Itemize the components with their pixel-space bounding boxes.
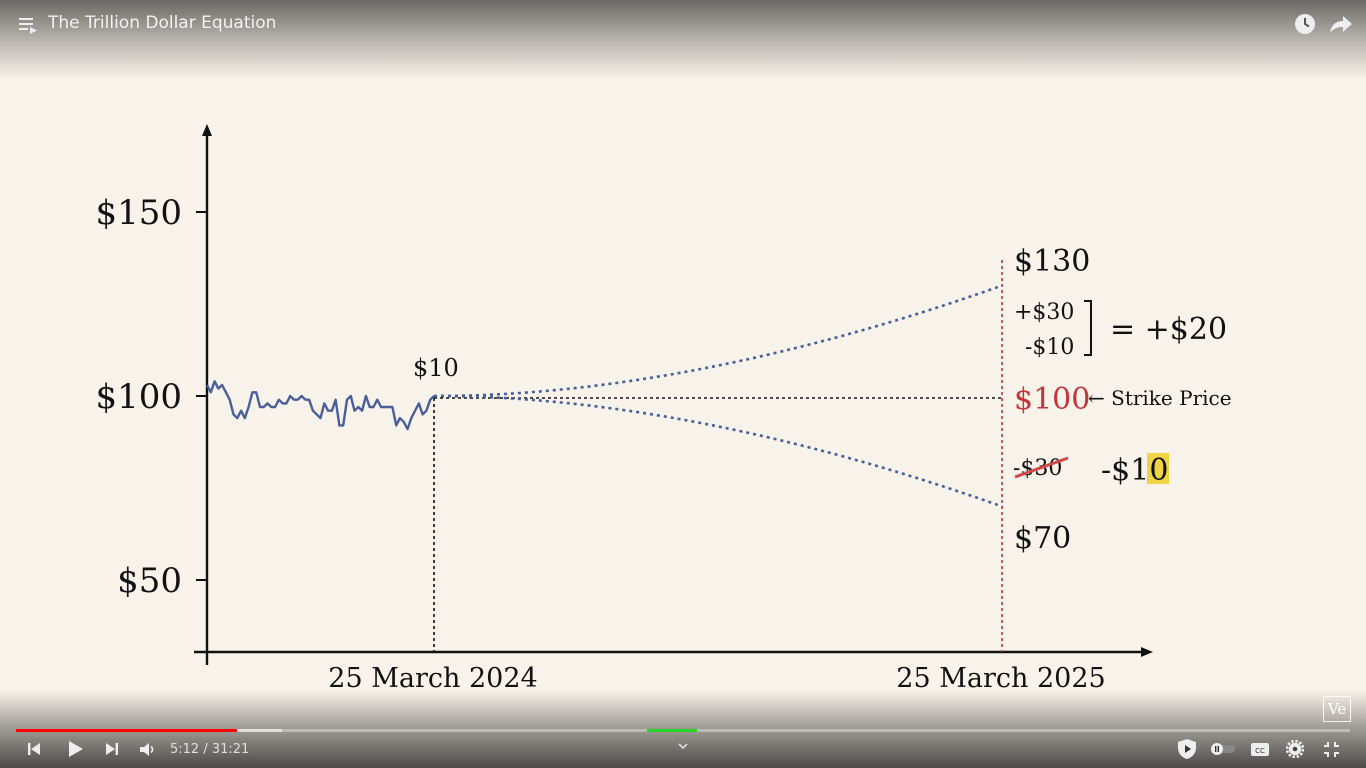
settings-icon[interactable] [1286,740,1304,758]
autoplay-toggle-icon[interactable] [1210,742,1236,756]
loss-highlight-box [1147,453,1169,484]
upper-projection-curve [433,284,1003,398]
x-tick-label-2025: 25 March 2025 [896,663,1105,694]
video-title[interactable]: The Trillion Dollar Equation [48,13,277,33]
y-axis-arrow [202,124,212,136]
captions-icon[interactable]: CC [1250,742,1270,757]
exit-fullscreen-icon[interactable] [1323,741,1340,758]
lower-price-label: $70 [1014,521,1071,556]
lower-projection-curve [433,394,1003,508]
sum-result-label: = +$20 [1110,312,1227,347]
y-tick-label-150: $150 [95,193,182,233]
limited-loss-highlight: 0 [1149,453,1168,488]
top-overlay [0,0,1366,80]
progress-bar[interactable] [16,729,1350,732]
price-history-line [205,380,435,431]
strike-price-label: $100 [1014,382,1090,417]
volume-icon[interactable] [139,742,155,757]
sum-bracket [1084,300,1092,356]
gain-line-label: +$30 [1014,300,1074,325]
played-bar [16,729,238,732]
x-axis-arrow [1141,647,1153,657]
y-tick-label-50: $50 [117,561,182,601]
watch-later-icon[interactable] [1294,13,1316,35]
sponsorblock-icon[interactable] [1176,738,1198,760]
previous-icon[interactable] [26,741,42,757]
chevron-down-icon[interactable] [677,742,689,750]
next-icon[interactable] [104,741,120,757]
playlist-icon[interactable] [18,16,38,34]
share-icon[interactable] [1329,13,1353,35]
start-price-label: $10 [413,354,459,382]
strike-through-mark [1014,456,1069,479]
upper-price-label: $130 [1014,244,1090,279]
strike-price-text: ← Strike Price [1088,386,1232,410]
cost-line-label: -$10 [1025,335,1074,360]
y-tick-label-100: $100 [95,377,182,417]
play-icon[interactable] [66,740,84,758]
channel-watermark[interactable]: Ve [1323,696,1351,722]
x-tick-label-2024: 25 March 2024 [328,663,537,694]
svg-text:CC: CC [1255,747,1265,755]
limited-loss-label: -$10 [1101,453,1168,488]
time-display: 5:12 / 31:21 [170,742,250,757]
limited-loss-prefix: -$1 [1101,453,1149,488]
highlighted-segment [647,729,697,732]
